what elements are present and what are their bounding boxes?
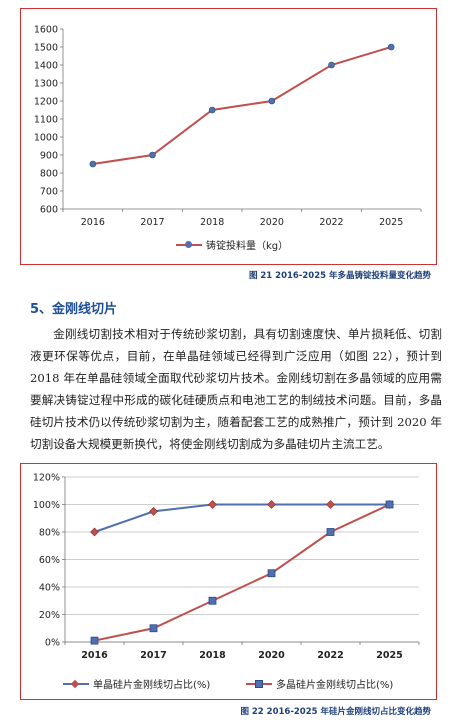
x-tick-label: 2025 bbox=[376, 650, 402, 661]
figure-21-chart: 600 700 800 900 1000 1100 1200 1300 1400 1500 1600… bbox=[20, 8, 437, 265]
y-tick-label: 1100 bbox=[34, 115, 58, 126]
body-text: 金刚线切割技术相对于传统砂浆切割，具有切割速度快、单片损耗低、切割液更环保等优点… bbox=[30, 323, 442, 455]
data-point-1 bbox=[90, 527, 99, 537]
x-tick-label: 2022 bbox=[317, 650, 343, 661]
y-tick-label: 1000 bbox=[34, 133, 58, 144]
x-tick-label: 2022 bbox=[319, 217, 343, 228]
y-tick-label: 600 bbox=[40, 205, 58, 216]
x-tick-label: 2025 bbox=[379, 217, 403, 228]
legend-swatch bbox=[246, 679, 272, 689]
data-point-1 bbox=[208, 106, 216, 114]
series-line-1 bbox=[94, 503, 390, 533]
data-point-1 bbox=[267, 500, 276, 509]
y-tick-label: 60% bbox=[39, 555, 60, 566]
data-point-2 bbox=[208, 596, 217, 605]
legend-swatch bbox=[63, 679, 89, 689]
figure-21-legend: 铸锭投料量（kg） bbox=[176, 237, 288, 252]
data-point-1 bbox=[149, 151, 156, 159]
series-line-2 bbox=[94, 503, 390, 642]
y-tick-label: 20% bbox=[39, 610, 60, 621]
x-tick-label: 2016 bbox=[81, 650, 108, 661]
figure-22-plot: 0% 20% 40% 60% 80% 100% 120% 2016 2017 2018 2020 20… bbox=[33, 473, 420, 661]
y-tick-label: 100% bbox=[33, 500, 60, 511]
x-tick-label: 2016 bbox=[81, 217, 105, 228]
legend-label: 多晶硅片金刚线切占比(%) bbox=[276, 680, 394, 691]
data-point-2 bbox=[149, 624, 158, 633]
legend-label: 铸锭投料量（kg） bbox=[206, 241, 289, 252]
x-tick-label: 2017 bbox=[140, 217, 164, 228]
y-tick-label: 1400 bbox=[34, 61, 58, 72]
figure-21-caption: 图 21 2016-2025 年多晶铸锭投料量变化趋势 bbox=[248, 271, 431, 281]
x-tick-label: 2018 bbox=[200, 217, 224, 228]
y-tick-label: 800 bbox=[40, 169, 58, 180]
data-point-1 bbox=[149, 506, 158, 516]
section-title: 5、金刚线切片 bbox=[30, 302, 118, 317]
figure-21-plot: 600 700 800 900 1000 1100 1200 1300 1400 1500 1600… bbox=[34, 25, 422, 228]
x-tick-label: 2020 bbox=[260, 217, 284, 228]
data-point-1 bbox=[328, 61, 335, 69]
data-point-1 bbox=[387, 43, 395, 51]
y-tick-label: 0% bbox=[45, 638, 60, 649]
y-tick-label: 1200 bbox=[34, 97, 58, 108]
data-point-2 bbox=[326, 528, 335, 536]
data-point-1 bbox=[268, 97, 276, 105]
x-tick-label: 2018 bbox=[199, 650, 226, 661]
legend-label: 单晶硅片金刚线切占比(%) bbox=[93, 680, 211, 691]
data-point-2 bbox=[267, 569, 276, 578]
y-tick-label: 1600 bbox=[34, 25, 58, 36]
data-point-1 bbox=[89, 160, 97, 168]
y-tick-label: 700 bbox=[40, 187, 58, 198]
figure-22-chart: 0% 20% 40% 60% 80% 100% 120% 2016 2017 2018 2020 20… bbox=[20, 463, 437, 700]
figure-22-legend-single: 单晶硅片金刚线切占比(%) bbox=[63, 676, 210, 691]
x-tick-label: 2020 bbox=[258, 650, 285, 661]
y-tick-label: 1500 bbox=[34, 43, 58, 54]
y-tick-label: 80% bbox=[39, 528, 60, 539]
series-line-1 bbox=[92, 46, 392, 165]
y-tick-label: 900 bbox=[40, 151, 58, 162]
data-point-2 bbox=[385, 500, 394, 509]
figure-22-legend-multi: 多晶硅片金刚线切占比(%) bbox=[246, 676, 393, 691]
y-tick-label: 40% bbox=[39, 583, 60, 594]
figure-22-caption: 图 22 2016-2025 年硅片金刚线切占比变化趋势 bbox=[240, 707, 431, 717]
y-tick-label: 1300 bbox=[34, 79, 58, 90]
x-tick-label: 2017 bbox=[140, 650, 166, 661]
y-tick-label: 120% bbox=[33, 473, 60, 484]
legend-swatch bbox=[176, 240, 202, 250]
data-point-1 bbox=[326, 500, 335, 509]
paragraph: 金刚线切割技术相对于传统砂浆切割，具有切割速度快、单片损耗低、切割液更环保等优点… bbox=[30, 327, 442, 451]
data-point-1 bbox=[208, 500, 217, 509]
data-point-2 bbox=[90, 636, 99, 645]
